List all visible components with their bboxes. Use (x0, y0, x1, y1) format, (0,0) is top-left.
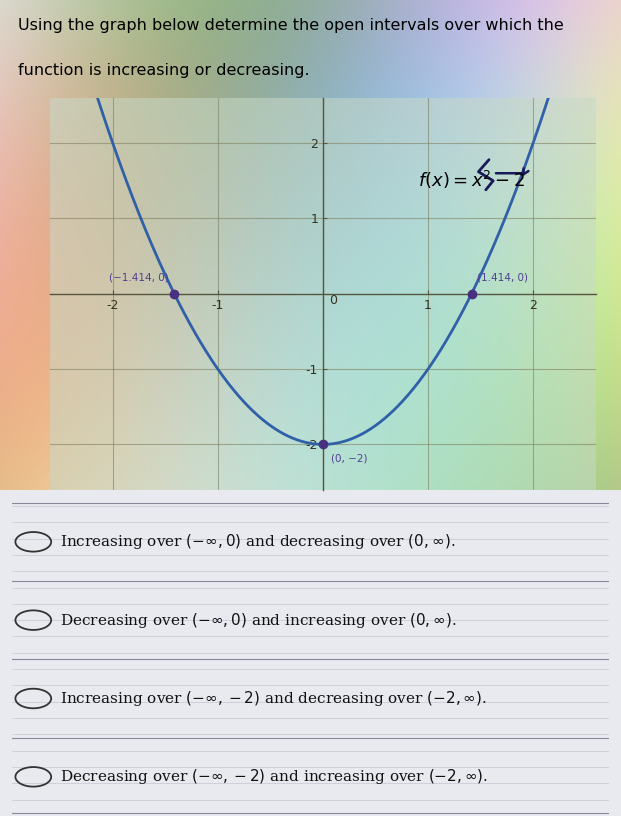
Text: Increasing over $(-\infty,0)$ and decreasing over $(0,\infty)$.: Increasing over $(-\infty,0)$ and decrea… (60, 532, 456, 552)
Text: 0: 0 (329, 295, 337, 308)
Text: Increasing over $(-\infty,-2)$ and decreasing over $(-2,\infty)$.: Increasing over $(-\infty,-2)$ and decre… (60, 689, 487, 708)
Text: (0, −2): (0, −2) (332, 453, 368, 463)
Text: (1.414, 0): (1.414, 0) (477, 273, 528, 282)
Text: Decreasing over $(-\infty,-2)$ and increasing over $(-2,\infty)$.: Decreasing over $(-\infty,-2)$ and incre… (60, 767, 488, 787)
Text: Using the graph below determine the open intervals over which the: Using the graph below determine the open… (19, 18, 564, 33)
Text: function is increasing or decreasing.: function is increasing or decreasing. (19, 63, 310, 78)
Text: Decreasing over $(-\infty,0)$ and increasing over $(0,\infty)$.: Decreasing over $(-\infty,0)$ and increa… (60, 610, 457, 630)
Text: $f(x) = x^2 - 2$: $f(x) = x^2 - 2$ (419, 168, 525, 191)
Text: (−1.414, 0): (−1.414, 0) (109, 273, 169, 282)
